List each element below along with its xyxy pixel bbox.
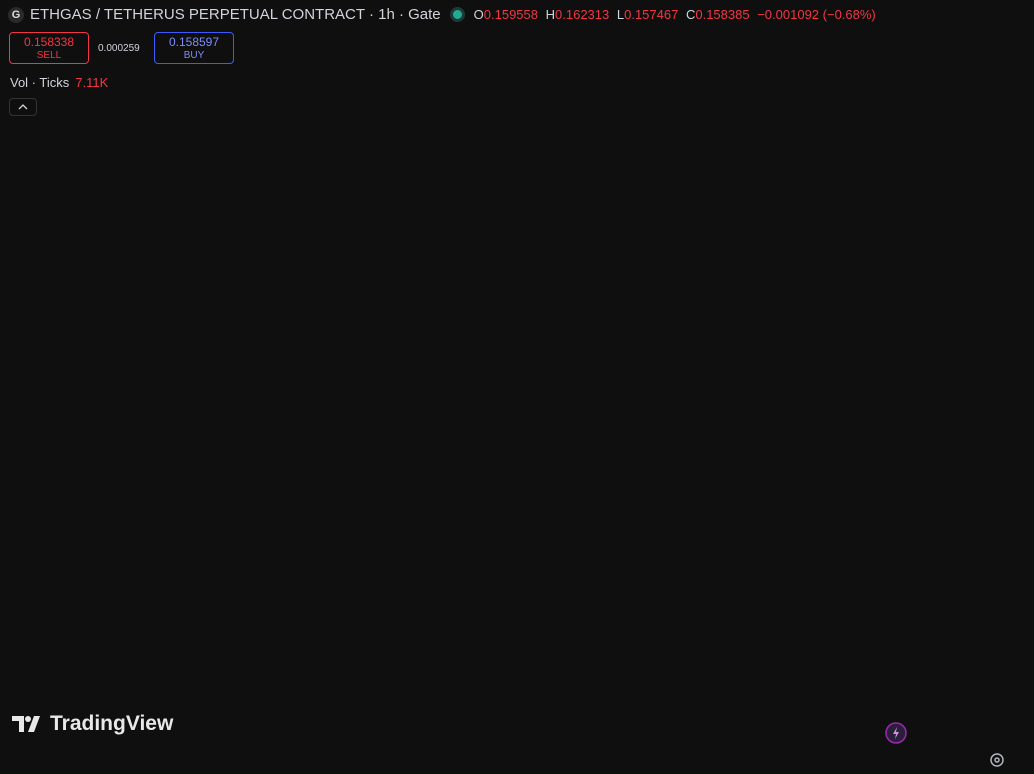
- alert-icon[interactable]: [885, 722, 907, 744]
- ohlc-label: H: [545, 7, 556, 22]
- buy-label: BUY: [183, 50, 205, 61]
- brand-name: TradingView: [50, 712, 174, 735]
- sell-label: SELL: [36, 50, 62, 61]
- collapse-button[interactable]: [9, 98, 37, 116]
- alert-bolt: [893, 727, 899, 739]
- buy-button[interactable]: 0.158597 BUY: [154, 32, 234, 64]
- spread: 0.000259: [98, 43, 140, 54]
- buy-price: 0.158597: [168, 35, 220, 49]
- header: G ETHGAS / TETHERUS PERPETUAL CONTRACT ·…: [8, 6, 880, 23]
- settings-icon[interactable]: [990, 753, 1004, 767]
- ohlc-value: 0.157467: [624, 7, 679, 22]
- ohlc-value: 0.158385: [695, 7, 750, 22]
- ohlc-value: 0.162313: [555, 7, 610, 22]
- volume-last: 7.11K: [75, 75, 109, 90]
- change: −0.001092 (−0.68%): [757, 7, 876, 22]
- status-dot: [452, 10, 462, 19]
- gear-center: [994, 757, 1000, 763]
- ohlc-label: O: [473, 7, 484, 22]
- logo-dot: [25, 716, 31, 722]
- brand-logo: [12, 716, 40, 732]
- gear-outline: [990, 753, 1004, 767]
- symbol-title[interactable]: ETHGAS / TETHERUS PERPETUAL CONTRACT · 1…: [30, 6, 441, 23]
- volume-name: Vol · Ticks: [10, 75, 70, 90]
- sell-price: 0.158338: [23, 35, 75, 49]
- ohlc-value: 0.159558: [483, 7, 538, 22]
- collapse-icon: [18, 104, 28, 110]
- ohlc-label: C: [685, 7, 696, 22]
- brand: TradingView: [12, 712, 173, 736]
- volume-legend: Vol · Ticks 7.11K: [10, 75, 108, 90]
- ohlc-label: L: [616, 7, 625, 22]
- chevron: [18, 104, 28, 110]
- symbol-icon: G: [8, 6, 24, 23]
- ohlc: O0.159558 H0.162313 L0.157467 C0.158385 …: [474, 7, 880, 22]
- logo-shape: [12, 716, 40, 732]
- sell-button[interactable]: 0.158338 SELL: [9, 32, 89, 64]
